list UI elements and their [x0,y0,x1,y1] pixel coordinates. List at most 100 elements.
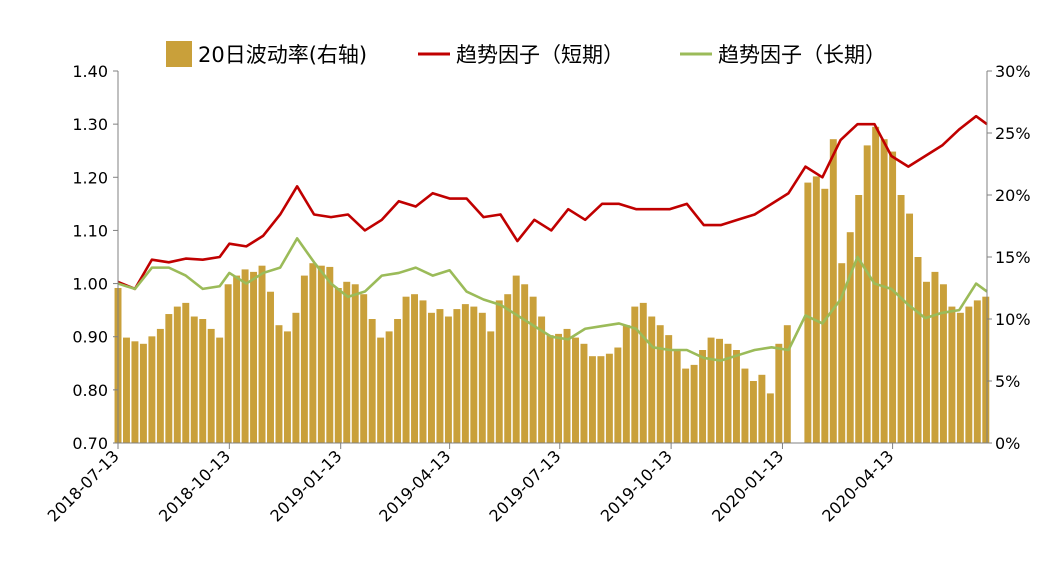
x-tick-label: 2020-01-13 [708,446,787,525]
volatility-bars [114,126,990,444]
volatility-bar [461,304,469,443]
volatility-bar [614,347,622,443]
volatility-bar [804,182,812,443]
volatility-bar [309,263,317,443]
volatility-bar [394,319,402,443]
volatility-bar [351,284,359,443]
volatility-bar [546,335,554,443]
volatility-bar [360,294,368,443]
left-tick-label: 1.10 [72,221,108,240]
right-tick-label: 20% [995,186,1031,205]
left-tick-label: 0.90 [72,328,108,347]
volatility-bar [829,139,837,443]
x-tick-label: 2019-04-13 [375,446,454,525]
right-tick-label: 30% [995,62,1031,81]
volatility-bar [224,284,232,443]
volatility-bar [783,325,791,443]
volatility-bar [956,312,964,443]
volatility-bar [182,302,190,443]
volatility-bar [732,350,740,443]
volatility-bar [923,281,930,443]
volatility-bar [749,381,757,443]
volatility-bar [563,328,571,443]
volatility-bar [233,275,241,443]
x-tick-label: 2019-07-13 [485,446,564,525]
volatility-bar [948,306,956,443]
right-tick-label: 10% [995,310,1031,329]
left-tick-label: 0.70 [72,434,108,453]
volatility-bar [241,269,249,443]
volatility-bar [148,336,156,443]
left-tick-label: 1.20 [72,168,108,187]
volatility-bar [555,333,563,443]
volatility-bar [428,312,435,443]
volatility-bar [758,374,766,443]
left-tick-label: 1.00 [72,275,108,294]
volatility-bar [897,195,905,443]
volatility-bar [572,337,579,443]
volatility-bar [673,350,681,443]
volatility-bar [580,343,588,443]
volatility-bar [588,356,596,443]
x-tick-label: 2018-07-13 [44,446,123,525]
volatility-bar [846,232,854,443]
volatility-bar [292,312,300,443]
volatility-bar [402,296,410,443]
volatility-bar [300,275,308,443]
left-tick-label: 0.80 [72,381,108,400]
volatility-bar [741,368,749,443]
volatility-bar [453,309,461,443]
volatility-bar [906,213,914,443]
right-tick-label: 15% [995,248,1031,267]
legend-label-short: 趋势因子（短期） [456,43,624,67]
volatility-bar [444,316,452,443]
left-tick-label: 1.40 [72,62,108,81]
volatility-bar [665,335,673,443]
volatility-bar [597,356,605,443]
volatility-bar [716,338,723,443]
volatility-bar [707,337,715,443]
volatility-bar [317,265,325,443]
volatility-bar [863,145,871,443]
volatility-bar [411,294,418,443]
legend: 20日波动率(右轴) 趋势因子（短期） 趋势因子（长期） [166,41,886,67]
volatility-bar [436,309,444,443]
volatility-bar [939,284,947,443]
right-tick-label: 5% [995,372,1020,391]
volatility-bar [529,296,537,443]
volatility-bar [982,296,990,443]
volatility-bar [775,343,783,443]
volatility-bar [973,300,981,443]
volatility-bar [512,275,520,443]
volatility-bar [470,306,478,443]
volatility-bar [605,353,613,443]
volatility-bar [156,328,164,443]
volatility-bar [631,306,639,443]
legend-swatch-volatility [166,41,192,67]
volatility-bar [139,343,147,443]
volatility-bar [283,331,291,443]
volatility-bar [131,341,139,443]
volatility-bar [699,350,707,443]
volatility-bar [880,139,888,443]
volatility-bar [724,343,732,443]
volatility-bar [326,266,334,443]
volatility-bar [838,263,846,443]
volatility-bar [495,300,503,443]
volatility-bar [199,319,207,443]
volatility-bar [656,325,664,443]
volatility-bar [812,176,820,443]
volatility-bar [487,331,495,443]
volatility-bar [258,265,266,443]
volatility-bar [165,314,173,443]
volatility-bar [931,271,939,443]
volatility-bar [275,325,283,443]
volatility-bar [538,316,546,443]
volatility-bar [648,316,656,443]
volatility-bar [123,337,130,443]
volatility-bar [504,294,512,443]
volatility-bar [419,300,427,443]
x-tick-label: 2019-01-13 [266,446,345,525]
legend-label-long: 趋势因子（长期） [718,43,886,67]
